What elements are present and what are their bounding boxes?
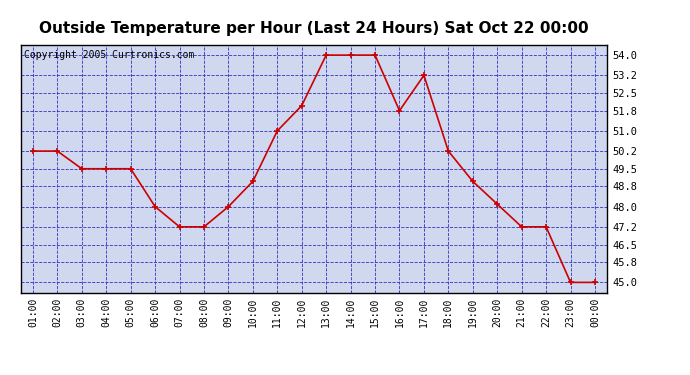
Text: Outside Temperature per Hour (Last 24 Hours) Sat Oct 22 00:00: Outside Temperature per Hour (Last 24 Ho…	[39, 21, 589, 36]
Text: Copyright 2005 Curtronics.com: Copyright 2005 Curtronics.com	[23, 50, 194, 60]
